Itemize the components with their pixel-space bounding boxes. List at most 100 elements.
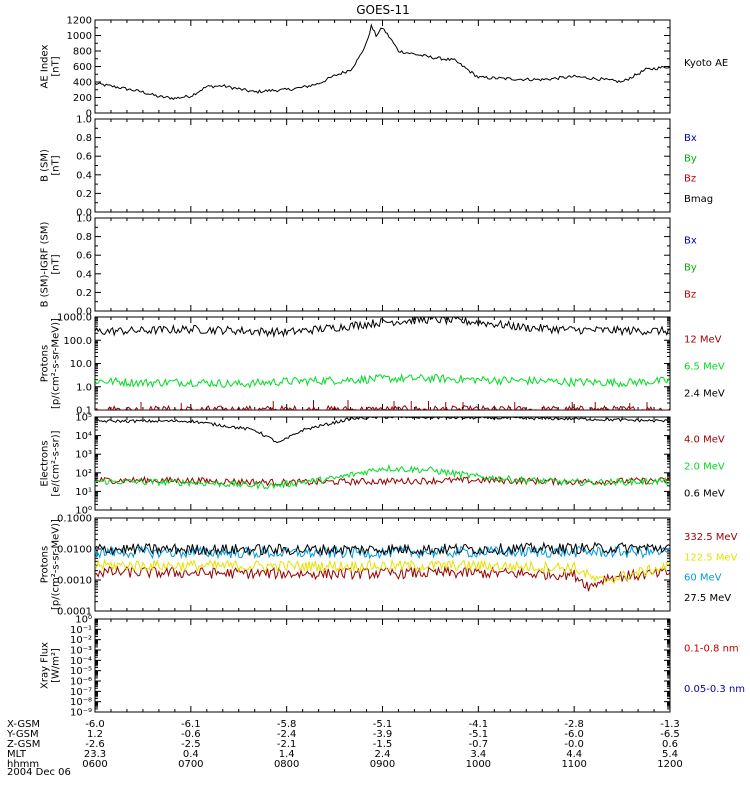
y-tick-label: 10⁵ [75, 413, 92, 424]
y-tick-label: 1000 [67, 31, 92, 42]
ephemeris-value: -1.5 [373, 739, 393, 750]
y-tick-label: 0.8 [76, 232, 92, 243]
panel-electrons: 10⁰ 10¹ 10² 10³ 10⁴ 10⁵ Electrons [e/(cm²-s-sr)… [40, 413, 725, 517]
legend-label: By [684, 263, 697, 274]
ephemeris-value: -2.1 [277, 739, 297, 750]
legend-label: 332.5 MeV [684, 532, 738, 543]
y-tick-label: 100.0 [63, 336, 92, 347]
panel-frame [94, 19, 671, 114]
y-tick-label: 0.2 [76, 189, 92, 200]
y-tick-label: 0.0 [76, 307, 92, 318]
panel-ae: 0 200 400 600 800 1000 1200 AE Index [nT] [40, 16, 671, 120]
y-axis-label: Protons [40, 546, 51, 583]
y-tick-label: 1.0 [76, 115, 92, 126]
panel-xray: 10⁻⁹10⁻⁸10⁻⁷10⁻⁶10⁻⁵10⁻⁴10⁻³10⁻²10⁻¹10⁰ X… [40, 615, 746, 719]
series-line-ae-0 [95, 23, 670, 101]
ephemeris-value: -0.6 [181, 729, 201, 740]
y-axis-label: Electrons [40, 440, 51, 486]
legend-label: Bz [684, 174, 696, 185]
legend-label: 27.5 MeV [684, 593, 731, 604]
series-line-protons_lo-0 [95, 565, 670, 592]
series-group [95, 417, 670, 490]
ephemeris-value: -6.1 [181, 719, 201, 730]
y-tick-label: 10⁻⁹ [70, 708, 92, 719]
legend-label: 12 MeV [684, 335, 722, 346]
y-tick-label: 10.0 [70, 359, 92, 370]
ephemeris-value: -1.3 [660, 719, 680, 730]
legend-label: 2.0 MeV [684, 462, 725, 473]
panel-frame [94, 517, 671, 612]
y-tick-label: 0.1 [76, 406, 92, 417]
ephemeris-value: 2.4 [375, 749, 391, 760]
series-group [95, 541, 670, 592]
ephemeris-value: 0.4 [183, 749, 199, 760]
y-tick-label: 0.6 [76, 152, 92, 163]
series-line-protons_hi-0 [95, 404, 670, 410]
series-line-protons_lo-1 [95, 558, 670, 585]
ephemeris-value: 1.2 [87, 729, 103, 740]
ephemeris-value: 5.4 [662, 749, 678, 760]
y-tick-label: 10⁰ [75, 615, 92, 626]
y-axis-label: [nT] [51, 56, 62, 76]
legend-label: Bmag [684, 194, 713, 205]
y-tick-label: 10⁻³ [70, 646, 92, 657]
y-tick-label: 200 [73, 93, 92, 104]
ephemeris-value: -6.0 [85, 719, 105, 730]
ephemeris-row-label: Z-GSM [7, 739, 40, 750]
ephemeris-value: -5.1 [373, 719, 393, 730]
y-axis-label: [p/(cm²-s-sr-MeV)] [51, 519, 62, 610]
y-tick-label: 400 [73, 78, 92, 89]
y-axis-label: [p/(cm²-s-sr-MeV)] [51, 318, 62, 409]
y-tick-label: 10⁻⁶ [70, 677, 92, 688]
legend-label: 0.6 MeV [684, 489, 725, 500]
y-tick-label: 0.0100 [57, 545, 92, 556]
y-tick-label: 0.1000 [57, 514, 92, 525]
y-tick-label: 10¹ [75, 487, 92, 498]
ephemeris-value: 0.6 [662, 739, 678, 750]
series-group [95, 317, 670, 410]
ephemeris-value: 0600 [82, 759, 107, 770]
y-tick-label: 1200 [67, 16, 92, 27]
y-axis-label: B (SM) [40, 149, 51, 182]
series-line-protons_lo-2 [95, 544, 670, 560]
y-tick-label: 0.0010 [57, 576, 92, 587]
panel-frame [94, 618, 671, 713]
y-axis-label: [e/(cm²-s-sr)] [51, 430, 62, 496]
legend-label: Bz [684, 290, 696, 301]
y-tick-label: 1000.0 [57, 313, 92, 324]
y-axis-label: Protons [40, 345, 51, 382]
ephemeris-value: 0700 [178, 759, 203, 770]
y-tick-label: 10⁴ [75, 431, 92, 442]
y-tick-label: 0 [86, 109, 92, 120]
series-line-electrons-1 [95, 463, 670, 490]
y-tick-label: 10⁻¹ [70, 625, 92, 636]
legend-label: 2.4 MeV [684, 389, 725, 400]
ephemeris-table: X-GSMY-GSMZ-GSMMLThhmm-6.01.2-2.623.3060… [6, 719, 683, 770]
y-axis-label: Xray Flux [40, 642, 51, 689]
ephemeris-value: 0900 [370, 759, 395, 770]
panel-frame [94, 416, 671, 511]
ephemeris-value: 1100 [561, 759, 586, 770]
y-axis-label: [nT] [51, 155, 62, 175]
ephemeris-value: -0.0 [564, 739, 584, 750]
legend-label: 0.1-0.8 nm [684, 643, 739, 654]
legend-label: By [684, 153, 697, 164]
ephemeris-value: 23.3 [84, 749, 106, 760]
y-axis-label: AE Index [40, 44, 51, 88]
panel-protons_hi: 0.1 1.0 10.0 100.0 1000.0 Protons [p/(cm²-s-sr… [40, 313, 725, 417]
series-line-electrons-2 [95, 417, 670, 444]
y-tick-label: 800 [73, 47, 92, 58]
ephemeris-value: 1200 [657, 759, 682, 770]
series-line-protons_hi-2 [95, 317, 670, 338]
ae-series-label: Kyoto AE [684, 58, 728, 69]
ephemeris-value: 3.4 [470, 749, 486, 760]
series-group [95, 23, 670, 101]
panel-frame [94, 118, 671, 213]
y-tick-label: 10² [75, 468, 92, 479]
y-tick-label: 0.6 [76, 251, 92, 262]
panel-b_sm: 0.0 0.2 0.4 0.6 0.8 1.0 B (SM) [nT] Bx By Bz Bmag [40, 115, 714, 219]
ephemeris-value: 4.4 [566, 749, 582, 760]
ephemeris-row-label: Y-GSM [6, 729, 39, 740]
ephemeris-value: -0.7 [469, 739, 489, 750]
